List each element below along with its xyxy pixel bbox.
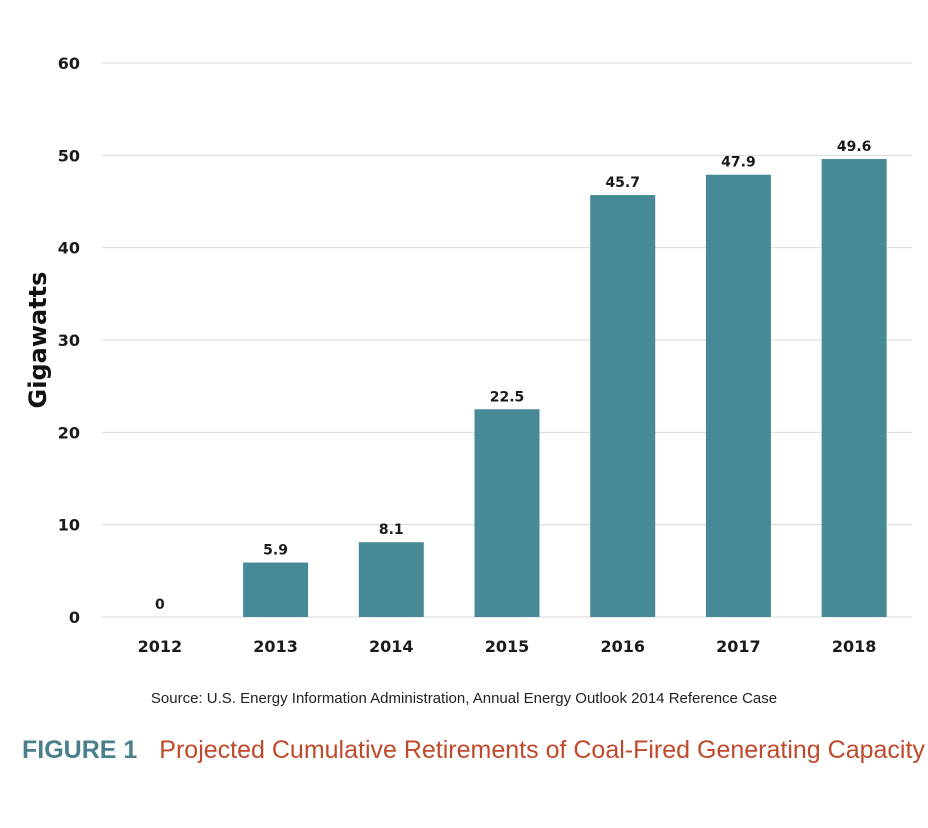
y-tick-label: 20: [58, 423, 80, 442]
y-axis-label: Gigawatts: [24, 272, 52, 409]
bar: [358, 542, 424, 617]
x-tick-label: 2016: [600, 637, 645, 656]
data-label: 8.1: [379, 522, 404, 538]
bar: [474, 409, 540, 617]
y-tick-label: 40: [58, 239, 80, 258]
x-tick-label: 2015: [485, 637, 530, 656]
bar: [590, 195, 656, 617]
source-note: Source: U.S. Energy Information Administ…: [150, 690, 778, 707]
data-labels: 0 5.9 8.1 22.5 45.7 47.9 49.6: [155, 139, 871, 613]
bar: [821, 159, 887, 617]
x-tick-label: 2014: [369, 637, 414, 656]
y-tick-label: 10: [58, 516, 80, 535]
bars: [243, 159, 887, 617]
x-axis-ticks: 2012 2013 2014 2015 2016 2017 2018: [138, 637, 877, 656]
y-axis-ticks: 0 10 20 30 40 50 60: [58, 54, 80, 627]
data-label: 22.5: [490, 389, 525, 405]
bar: [705, 174, 771, 617]
bar-chart: 0 10 20 30 40 50 60 0 5.9 8.1 22.5 45.7 47.9 49.6 20…: [24, 54, 912, 656]
data-label: 47.9: [721, 155, 756, 171]
x-tick-label: 2018: [832, 637, 877, 656]
figure-label: FIGURE 1: [22, 736, 138, 764]
data-label: 0: [155, 597, 165, 613]
y-tick-label: 0: [69, 608, 80, 627]
x-tick-label: 2017: [716, 637, 761, 656]
data-label: 5.9: [263, 543, 288, 559]
y-tick-label: 60: [58, 54, 80, 73]
figure-title: Projected Cumulative Retirements of Coal…: [159, 736, 925, 764]
x-tick-label: 2012: [138, 637, 183, 656]
bar: [243, 562, 309, 617]
data-label: 45.7: [605, 175, 640, 191]
x-tick-label: 2013: [253, 637, 298, 656]
data-label: 49.6: [837, 139, 872, 155]
y-tick-label: 30: [58, 331, 80, 350]
y-tick-label: 50: [58, 146, 80, 165]
figure-caption: FIGURE 1 Projected Cumulative Retirements…: [22, 736, 925, 765]
